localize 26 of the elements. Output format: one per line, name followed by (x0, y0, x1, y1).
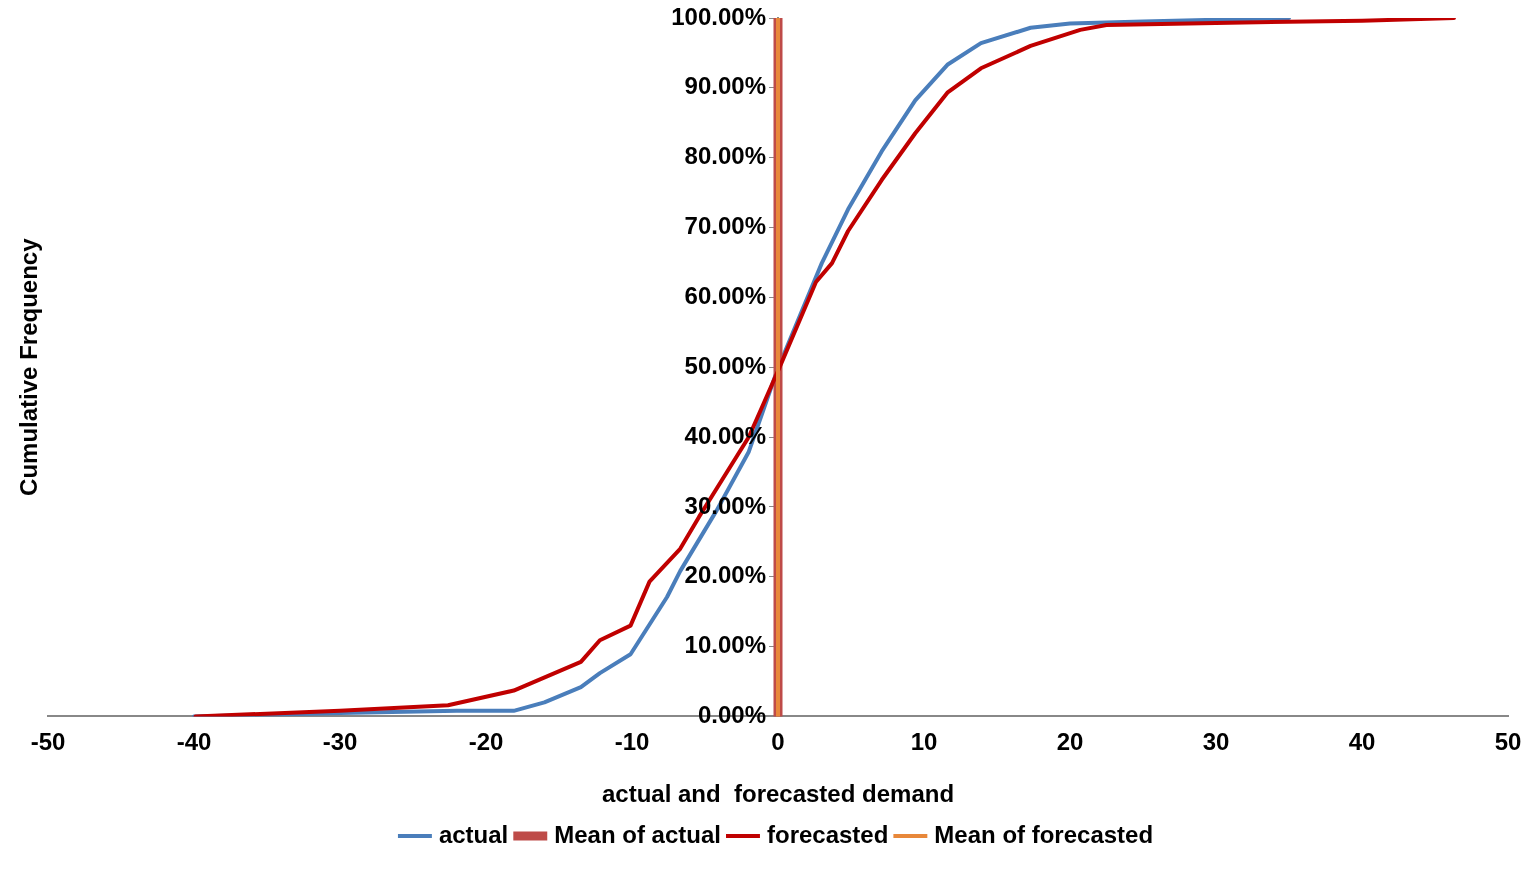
x-tick-label: -50 (30, 728, 66, 756)
y-tick-label: 50.00% (684, 351, 766, 379)
legend-label: Mean of forecasted (934, 820, 1154, 848)
x-tick-label: 0 (771, 728, 785, 756)
y-tick-label: 100.00% (671, 2, 766, 30)
x-tick-label: -40 (176, 728, 212, 756)
y-tick-label: 10.00% (684, 631, 766, 659)
legend-label: Mean of actual (554, 820, 721, 848)
y-tick-label: 80.00% (684, 142, 766, 170)
x-tick-label: 50 (1494, 728, 1522, 756)
legend-label: actual (438, 820, 509, 848)
y-tick-label: 20.00% (684, 561, 766, 589)
x-tick-label: -20 (468, 728, 504, 756)
legend-label: forecasted (766, 820, 889, 848)
y-tick-label: 0.00% (697, 701, 766, 729)
y-tick-label: 70.00% (684, 212, 766, 240)
y-tick-label: 60.00% (684, 281, 766, 309)
x-tick-label: -10 (614, 728, 650, 756)
x-tick-label: 10 (910, 728, 938, 756)
x-tick-label: -30 (322, 728, 358, 756)
y-axis-title: Cumulative Frequency (14, 237, 42, 496)
x-tick-label: 20 (1056, 728, 1084, 756)
x-tick-label: 40 (1348, 728, 1376, 756)
y-tick-label: 90.00% (684, 72, 766, 100)
x-tick-label: 30 (1202, 728, 1230, 756)
x-axis-title: actual and forecasted demand (601, 780, 955, 808)
